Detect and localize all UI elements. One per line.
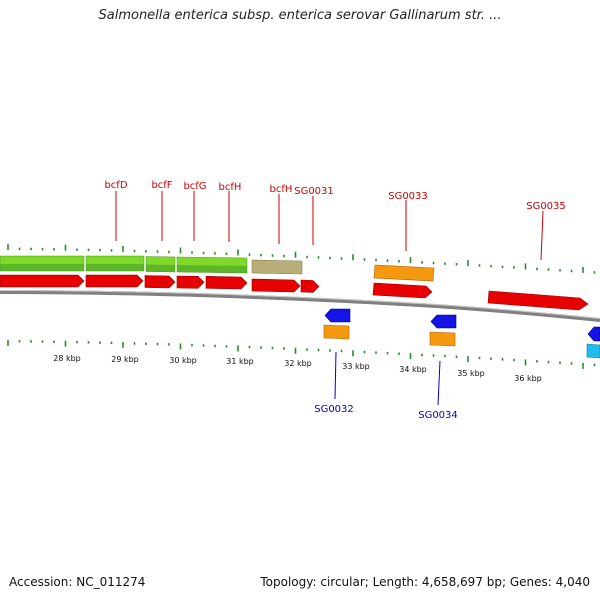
kbp-label: 33 kbp xyxy=(342,362,370,371)
ticks-top xyxy=(7,244,596,274)
gene-arrow[interactable] xyxy=(205,275,248,290)
ticks-bottom xyxy=(7,340,596,369)
kbp-label: 30 kbp xyxy=(169,356,197,365)
orange-feature-sg0033[interactable] xyxy=(373,264,435,282)
kbp-label: 35 kbp xyxy=(457,369,485,378)
gene-arrow[interactable] xyxy=(85,274,144,288)
orange-feature-sg0032[interactable] xyxy=(323,324,350,340)
orange-feature-sg0034[interactable] xyxy=(429,331,456,347)
kbp-scale-labels: 28 kbp 29 kbp 30 kbp 31 kbp 32 kbp 33 kb… xyxy=(53,354,542,383)
top-gene-labels: bcfD bcfF bcfG bcfH bcfH SG0031 SG0033 S… xyxy=(104,180,565,212)
gene-arrow[interactable] xyxy=(176,275,205,289)
gene-arrow-reverse[interactable] xyxy=(324,308,351,323)
gene-label-bcfd[interactable]: bcfD xyxy=(104,180,127,191)
kbp-label: 31 kbp xyxy=(226,357,254,366)
topology-text: Topology: circular; Length: 4,658,697 bp… xyxy=(260,575,590,589)
gene-arrow-reverse[interactable] xyxy=(587,326,600,342)
gene-label-sg0033[interactable]: SG0033 xyxy=(388,191,428,202)
gene-arrow[interactable] xyxy=(251,278,301,293)
kbp-label: 32 kbp xyxy=(284,359,312,368)
gene-arrow-reverse[interactable] xyxy=(430,314,457,329)
gene-arrow[interactable] xyxy=(372,282,433,299)
gene-arrow[interactable] xyxy=(487,290,589,311)
accession-text: Accession: NC_011274 xyxy=(9,575,146,589)
genome-backbone xyxy=(0,290,600,322)
gene-label-bcff[interactable]: bcfF xyxy=(151,180,172,191)
map-title: Salmonella enterica subsp. enterica sero… xyxy=(98,8,502,23)
reverse-genes xyxy=(324,308,600,342)
gene-label-bcfg[interactable]: bcfG xyxy=(183,181,206,192)
forward-genes xyxy=(0,274,589,311)
bottom-label-leaders xyxy=(334,351,441,406)
gene-label-sg0032[interactable]: SG0032 xyxy=(314,404,354,415)
gene-label-bcfh-2[interactable]: bcfH xyxy=(270,184,293,195)
kbp-label: 29 kbp xyxy=(111,355,139,364)
gene-label-sg0034[interactable]: SG0034 xyxy=(418,410,458,421)
kbp-label: 34 kbp xyxy=(399,365,427,374)
cyan-feature[interactable] xyxy=(586,343,600,359)
top-label-leaders xyxy=(115,191,544,261)
gene-arrow[interactable] xyxy=(0,274,85,288)
kbp-label: 28 kbp xyxy=(53,354,81,363)
kbp-label: 36 kbp xyxy=(514,374,542,383)
gene-label-bcfh-1[interactable]: bcfH xyxy=(219,182,242,193)
gene-arrow[interactable] xyxy=(144,275,176,289)
gene-label-sg0031[interactable]: SG0031 xyxy=(294,186,334,197)
gene-label-sg0035[interactable]: SG0035 xyxy=(526,201,566,212)
gene-arrow[interactable] xyxy=(300,279,320,293)
khaki-feature[interactable] xyxy=(251,259,303,275)
bottom-gene-labels: SG0032 SG0034 xyxy=(314,404,458,421)
green-feature-band xyxy=(0,255,248,274)
